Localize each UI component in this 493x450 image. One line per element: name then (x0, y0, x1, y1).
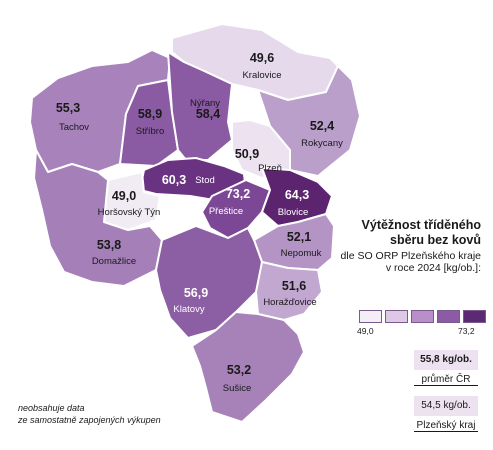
region-value-domazlice: 53,8 (97, 238, 121, 252)
cr-average-label: průměr ČR (414, 374, 478, 386)
region-name-nyrany: Nýřany (190, 98, 220, 109)
region-name-domazlice: Domažlice (92, 256, 136, 267)
region-name-nepomuk: Nepomuk (281, 248, 322, 259)
region-value-horsovsky-tyn: 49,0 (112, 189, 136, 203)
region-stribro (119, 79, 179, 167)
region-value-prestice: 73,2 (226, 187, 250, 201)
region-name-rokycany: Rokycany (301, 138, 343, 149)
region-value-klatovy: 56,9 (184, 286, 208, 300)
region-name-horazdovice: Horažďovice (263, 297, 316, 308)
region-value-rokycany: 52,4 (310, 119, 334, 133)
region-name-prestice: Přeštice (209, 206, 243, 217)
scale-max-label: 73,2 (458, 326, 475, 336)
kraj-label: Plzeňský kraj (414, 420, 478, 432)
region-value-nepomuk: 52,1 (287, 230, 311, 244)
color-scale (359, 310, 486, 323)
footnote: neobsahuje data ze samostatně zapojených… (18, 403, 161, 425)
region-value-nyrany: 58,4 (196, 107, 220, 121)
region-value-blovice: 64,3 (285, 188, 309, 202)
scale-swatch (359, 310, 382, 323)
region-horazdovice (255, 261, 323, 321)
scale-min-label: 49,0 (357, 326, 374, 336)
region-value-horazdovice: 51,6 (282, 279, 306, 293)
cr-average-value: 55,8 kg/ob. (414, 350, 478, 370)
region-value-stod: 60,3 (162, 173, 186, 187)
legend-title: Výtěžnost tříděného sběru bez kovů (361, 218, 481, 247)
region-rokycany (257, 65, 361, 177)
scale-swatch (385, 310, 408, 323)
region-name-blovice: Blovice (278, 207, 309, 218)
region-name-tachov: Tachov (59, 122, 89, 133)
region-value-tachov: 55,3 (56, 101, 80, 115)
region-name-stribro: Stříbro (136, 126, 165, 137)
region-name-kralovice: Kralovice (242, 70, 281, 81)
scale-swatch (463, 310, 486, 323)
region-name-stod: Stod (195, 175, 215, 186)
region-value-plzen: 50,9 (235, 147, 259, 161)
region-value-susice: 53,2 (227, 363, 251, 377)
region-value-stribro: 58,9 (138, 107, 162, 121)
scale-swatch (411, 310, 434, 323)
region-name-plzen: Plzeň (258, 163, 282, 174)
region-name-susice: Sušice (223, 383, 252, 394)
kraj-value: 54,5 kg/ob. (414, 396, 478, 416)
legend-subtitle: dle SO ORP Plzeňského kraje v roce 2024 … (340, 250, 481, 274)
region-name-horsovsky-tyn: Horšovský Týn (98, 207, 161, 218)
scale-swatch (437, 310, 460, 323)
region-value-kralovice: 49,6 (250, 51, 274, 65)
region-name-klatovy: Klatovy (173, 304, 204, 315)
region-susice (191, 311, 305, 423)
